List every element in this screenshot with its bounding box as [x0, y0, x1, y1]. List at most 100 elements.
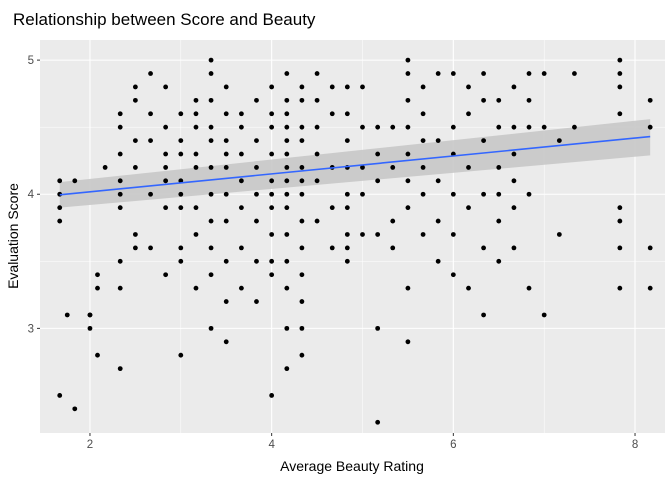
data-point [360, 165, 365, 170]
data-point [269, 258, 275, 264]
y-axis-title: Evaluation Score [5, 183, 21, 289]
data-point [284, 325, 290, 331]
data-point [314, 151, 320, 157]
data-point [269, 191, 275, 197]
data-point [87, 312, 93, 318]
data-point [208, 218, 214, 224]
data-point [466, 165, 471, 170]
data-point [405, 57, 411, 63]
data-point [117, 258, 123, 264]
data-point [223, 138, 229, 143]
data-point [178, 205, 184, 211]
data-point [299, 165, 305, 170]
data-point [178, 138, 184, 143]
data-point [647, 285, 653, 291]
data-point [269, 393, 275, 398]
data-point [405, 285, 411, 291]
data-point [269, 272, 275, 278]
data-point [375, 124, 381, 130]
data-point [117, 205, 123, 211]
data-point [526, 285, 532, 291]
data-point [193, 97, 199, 103]
data-point [269, 111, 275, 117]
data-point [375, 178, 381, 184]
data-point [132, 84, 138, 90]
y-tick-label: 3 [28, 323, 34, 335]
data-point [254, 97, 259, 103]
data-point [466, 111, 471, 117]
data-point [481, 191, 486, 197]
data-point [95, 272, 100, 278]
data-point [450, 71, 456, 76]
data-point [193, 151, 199, 157]
data-point [556, 232, 562, 237]
data-point [405, 71, 411, 76]
data-point [148, 71, 153, 76]
data-point [344, 258, 350, 264]
data-point [360, 124, 365, 130]
data-point [541, 312, 547, 318]
plot-panel [40, 40, 665, 433]
data-point [617, 245, 623, 251]
data-point [344, 191, 350, 197]
data-point [526, 71, 532, 76]
data-point [314, 124, 320, 130]
data-point [163, 272, 169, 278]
data-point [284, 97, 290, 103]
trend-line [59, 135, 651, 196]
data-point [223, 165, 229, 170]
data-point [163, 151, 169, 157]
data-point [254, 299, 259, 304]
data-point [647, 97, 653, 103]
data-point [254, 138, 259, 143]
data-point [117, 178, 123, 184]
data-point [208, 138, 214, 143]
data-point [299, 124, 305, 130]
data-point [526, 124, 532, 130]
x-axis-ticks: 2 4 6 8 [87, 433, 638, 451]
data-point [511, 151, 517, 157]
data-point [284, 285, 290, 291]
data-point [299, 97, 305, 103]
data-point [269, 124, 275, 130]
data-point [269, 178, 275, 184]
data-point [117, 366, 123, 372]
data-point [435, 178, 441, 184]
data-point [405, 124, 411, 130]
data-point [466, 285, 471, 291]
data-point [420, 84, 426, 90]
data-point [223, 111, 229, 117]
data-point [254, 165, 259, 170]
x-tick-label: 8 [632, 439, 638, 451]
data-point [223, 84, 229, 90]
data-point [420, 165, 426, 170]
data-point [344, 84, 350, 90]
chart-title: Relationship between Score and Beauty [13, 10, 316, 29]
data-point [556, 138, 562, 143]
data-point [72, 406, 78, 412]
data-point [314, 97, 320, 103]
data-point [57, 205, 63, 211]
data-point [360, 84, 365, 90]
data-point [208, 71, 214, 76]
data-point [64, 312, 70, 318]
data-point [208, 165, 214, 170]
data-point [148, 245, 153, 251]
data-point [390, 218, 396, 224]
data-point [572, 71, 577, 76]
data-point [450, 232, 456, 237]
data-point [163, 165, 169, 170]
data-point [223, 299, 229, 304]
confidence-band [59, 119, 651, 208]
data-point [344, 205, 350, 211]
data-point [360, 232, 365, 237]
data-point [163, 124, 169, 130]
data-point [481, 245, 486, 251]
data-point [496, 191, 502, 197]
data-point [117, 151, 123, 157]
data-point [541, 124, 547, 130]
data-point [390, 124, 396, 130]
data-point [617, 285, 623, 291]
data-point [284, 366, 290, 372]
data-point [435, 71, 441, 76]
